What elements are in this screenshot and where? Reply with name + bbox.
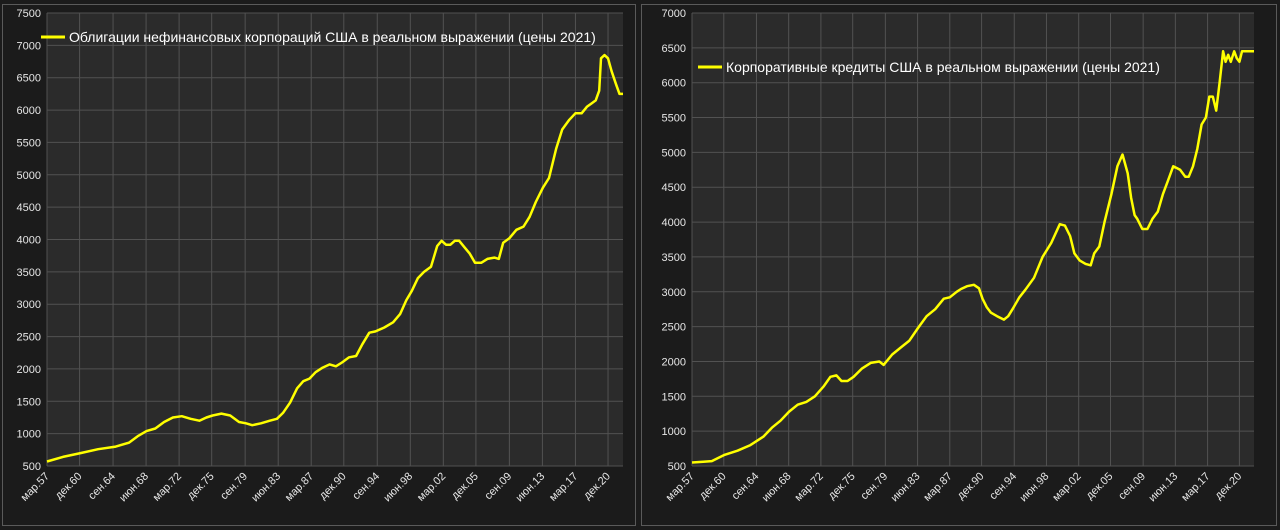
legend-label: Облигации нефинансовых корпораций США в … xyxy=(69,29,596,45)
x-tick-label: дек.20 xyxy=(581,470,613,502)
y-tick-label: 1500 xyxy=(662,391,686,403)
y-tick-label: 4000 xyxy=(17,235,41,247)
y-tick-label: 7500 xyxy=(17,8,41,20)
x-tick-label: дек.90 xyxy=(317,470,349,502)
x-tick-label: июн.68 xyxy=(760,470,794,504)
x-tick-label: дек.90 xyxy=(955,470,987,502)
x-tick-label: сен.64 xyxy=(86,470,118,502)
x-tick-label: дек.75 xyxy=(826,470,858,502)
x-tick-label: июн.83 xyxy=(249,470,283,504)
x-tick-label: июн.83 xyxy=(889,470,923,504)
y-tick-label: 6500 xyxy=(662,43,686,55)
chart-right-svg: 500 1000 1500 2000 2500 3000 3500 4000 4500 5000 5… xyxy=(662,8,1254,504)
y-tick-label: 500 xyxy=(668,461,686,473)
y-tick-label: 7000 xyxy=(662,8,686,20)
x-tick-label: сен.09 xyxy=(1116,470,1148,502)
y-tick-label: 6000 xyxy=(662,78,686,90)
y-tick-label: 6000 xyxy=(17,105,41,117)
x-tick-label: мар.57 xyxy=(19,470,52,503)
y-tick-label: 3500 xyxy=(17,267,41,279)
y-tick-label: 3000 xyxy=(17,299,41,311)
x-tick-label: июн.13 xyxy=(1147,470,1181,504)
x-tick-label: сен.79 xyxy=(858,470,890,502)
gridlines xyxy=(46,12,623,467)
series-line xyxy=(691,50,1254,464)
x-tick-label: сен.64 xyxy=(730,470,762,502)
y-tick-label: 7000 xyxy=(17,40,41,52)
x-tick-label: сен.79 xyxy=(218,470,250,502)
x-tick-label: дек.60 xyxy=(53,470,85,502)
x-tick-label: дек.75 xyxy=(185,470,217,502)
y-tick-label: 2000 xyxy=(662,356,686,368)
y-tick-label: 4500 xyxy=(662,182,686,194)
x-tick-label: мар.17 xyxy=(1179,470,1212,503)
x-tick-label: мар.72 xyxy=(151,470,184,503)
x-tick-label: мар.17 xyxy=(547,470,580,503)
x-tick-label: мар.57 xyxy=(664,470,697,503)
y-tick-label: 2000 xyxy=(17,364,41,376)
x-tick-label: июн.98 xyxy=(1018,470,1052,504)
chart-left-svg: 500 1000 1500 2000 2500 3000 3500 4000 4500 5000 5… xyxy=(17,8,623,504)
x-tick-label: июн.13 xyxy=(514,470,548,504)
y-tick-label: 2500 xyxy=(17,332,41,344)
y-tick-label: 4000 xyxy=(662,217,686,229)
y-tick-label: 4500 xyxy=(17,202,41,214)
y-tick-label: 5000 xyxy=(662,147,686,159)
gridlines xyxy=(691,12,1254,467)
x-tick-label: июн.98 xyxy=(381,470,415,504)
series-line xyxy=(46,53,623,463)
x-tick-label: мар.02 xyxy=(415,470,448,503)
legend-label: Корпоративные кредиты США в реальном выр… xyxy=(726,59,1160,75)
x-tick-label: сен.94 xyxy=(987,470,1019,502)
x-tick-label: сен.94 xyxy=(350,470,382,502)
y-tick-label: 3000 xyxy=(662,287,686,299)
x-tick-label: мар.02 xyxy=(1050,470,1083,503)
x-tick-label: сен.09 xyxy=(483,470,515,502)
y-tick-label: 2500 xyxy=(662,322,686,334)
x-tick-label: дек.05 xyxy=(1084,470,1116,502)
x-tick-label: дек.05 xyxy=(449,470,481,502)
y-tick-label: 6500 xyxy=(17,73,41,85)
y-tick-label: 5500 xyxy=(662,113,686,125)
chart-right-panel: 500 1000 1500 2000 2500 3000 3500 4000 4500 5000 5… xyxy=(641,4,1277,526)
chart-left-panel: 500 1000 1500 2000 2500 3000 3500 4000 4500 5000 5… xyxy=(2,4,636,526)
x-tick-label: мар.72 xyxy=(793,470,826,503)
x-tick-label: дек.20 xyxy=(1213,470,1245,502)
y-tick-label: 5500 xyxy=(17,137,41,149)
x-tick-label: июн.68 xyxy=(117,470,151,504)
y-tick-label: 500 xyxy=(23,461,41,473)
plot-area xyxy=(692,13,1254,466)
y-tick-label: 1000 xyxy=(662,426,686,438)
y-tick-label: 1000 xyxy=(17,429,41,441)
x-tick-label: мар.87 xyxy=(921,470,954,503)
y-tick-label: 3500 xyxy=(662,252,686,264)
y-tick-label: 1500 xyxy=(17,396,41,408)
y-tick-label: 5000 xyxy=(17,170,41,182)
x-tick-label: мар.87 xyxy=(283,470,316,503)
x-tick-label: дек.60 xyxy=(697,470,729,502)
